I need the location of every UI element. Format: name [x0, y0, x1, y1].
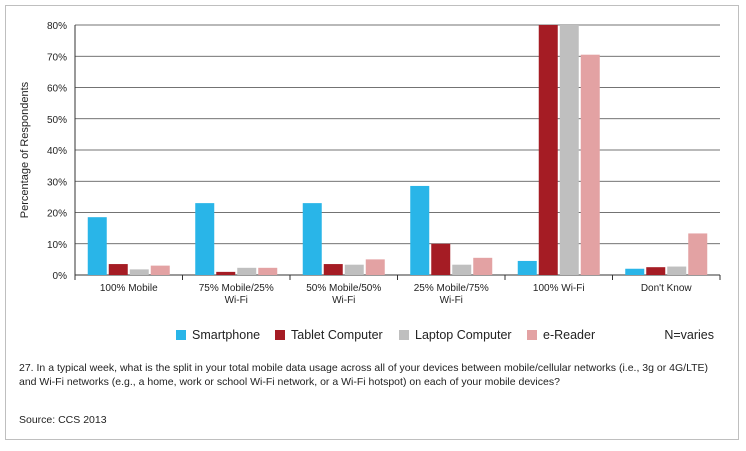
- bar: [688, 233, 708, 275]
- bar: [625, 268, 645, 275]
- y-tick-label: 20%: [47, 209, 67, 220]
- bar: [87, 217, 107, 275]
- x-tick-label: Wi-Fi: [332, 295, 355, 306]
- x-tick-label: Wi-Fi: [225, 295, 248, 306]
- bar: [580, 54, 600, 275]
- y-tick-label: 50%: [47, 115, 67, 126]
- y-tick-label: 40%: [47, 146, 67, 157]
- legend-item-smartphone: Smartphone: [176, 328, 260, 342]
- legend-swatch-tablet: [275, 330, 285, 340]
- y-tick-label: 80%: [47, 21, 67, 32]
- bar: [667, 266, 687, 275]
- y-axis-title: Percentage of Respondents: [19, 81, 31, 218]
- bar: [323, 264, 343, 275]
- x-tick-label: 100% Wi-Fi: [533, 283, 585, 294]
- legend-item-laptop: Laptop Computer: [399, 328, 512, 342]
- x-tick-label: 75% Mobile/25%: [199, 283, 274, 294]
- legend-label-laptop: Laptop Computer: [415, 328, 512, 342]
- bar: [195, 203, 215, 275]
- x-tick-label: 25% Mobile/75%: [414, 283, 489, 294]
- y-tick-label: 10%: [47, 240, 67, 251]
- bar: [344, 264, 364, 275]
- bar: [473, 257, 493, 275]
- bar: [108, 264, 128, 275]
- y-tick-label: 30%: [47, 177, 67, 188]
- bar: [258, 267, 278, 275]
- legend-label-tablet: Tablet Computer: [291, 328, 383, 342]
- legend-swatch-ereader: [527, 330, 537, 340]
- x-tick-label: 50% Mobile/50%: [306, 283, 381, 294]
- survey-question: 27. In a typical week, what is the split…: [19, 362, 709, 388]
- bar: [302, 203, 322, 275]
- y-tick-label: 0%: [53, 271, 68, 282]
- source-note: Source: CCS 2013: [19, 414, 107, 426]
- y-tick-label: 70%: [47, 52, 67, 63]
- legend-item-tablet: Tablet Computer: [275, 328, 383, 342]
- x-tick-label: 100% Mobile: [100, 283, 158, 294]
- bar: [559, 25, 579, 275]
- bar: [431, 243, 451, 275]
- y-tick-label: 60%: [47, 84, 67, 95]
- bar: [452, 264, 472, 275]
- bar: [237, 267, 257, 275]
- legend: Smartphone Tablet Computer Laptop Comput…: [0, 328, 746, 350]
- bar-chart: 0% 10% 20% 30% 40% 50% 60% 70% 80% Percentage of …: [19, 21, 721, 306]
- x-tick-label: Don't Know: [641, 283, 693, 294]
- bar: [365, 259, 385, 275]
- bar: [646, 267, 666, 275]
- bar: [129, 269, 149, 275]
- x-tick-label: Wi-Fi: [440, 295, 463, 306]
- legend-label-smartphone: Smartphone: [192, 328, 261, 342]
- bar: [538, 25, 558, 275]
- legend-swatch-laptop: [399, 330, 409, 340]
- legend-swatch-smartphone: [176, 330, 186, 340]
- legend-item-ereader: e-Reader: [527, 328, 595, 342]
- legend-label-ereader: e-Reader: [543, 328, 596, 342]
- bar: [216, 271, 236, 275]
- sample-size-note: N=varies: [664, 328, 714, 342]
- bar: [517, 260, 537, 275]
- bar: [410, 185, 430, 275]
- bar: [150, 265, 170, 275]
- figure-frame: [5, 5, 739, 440]
